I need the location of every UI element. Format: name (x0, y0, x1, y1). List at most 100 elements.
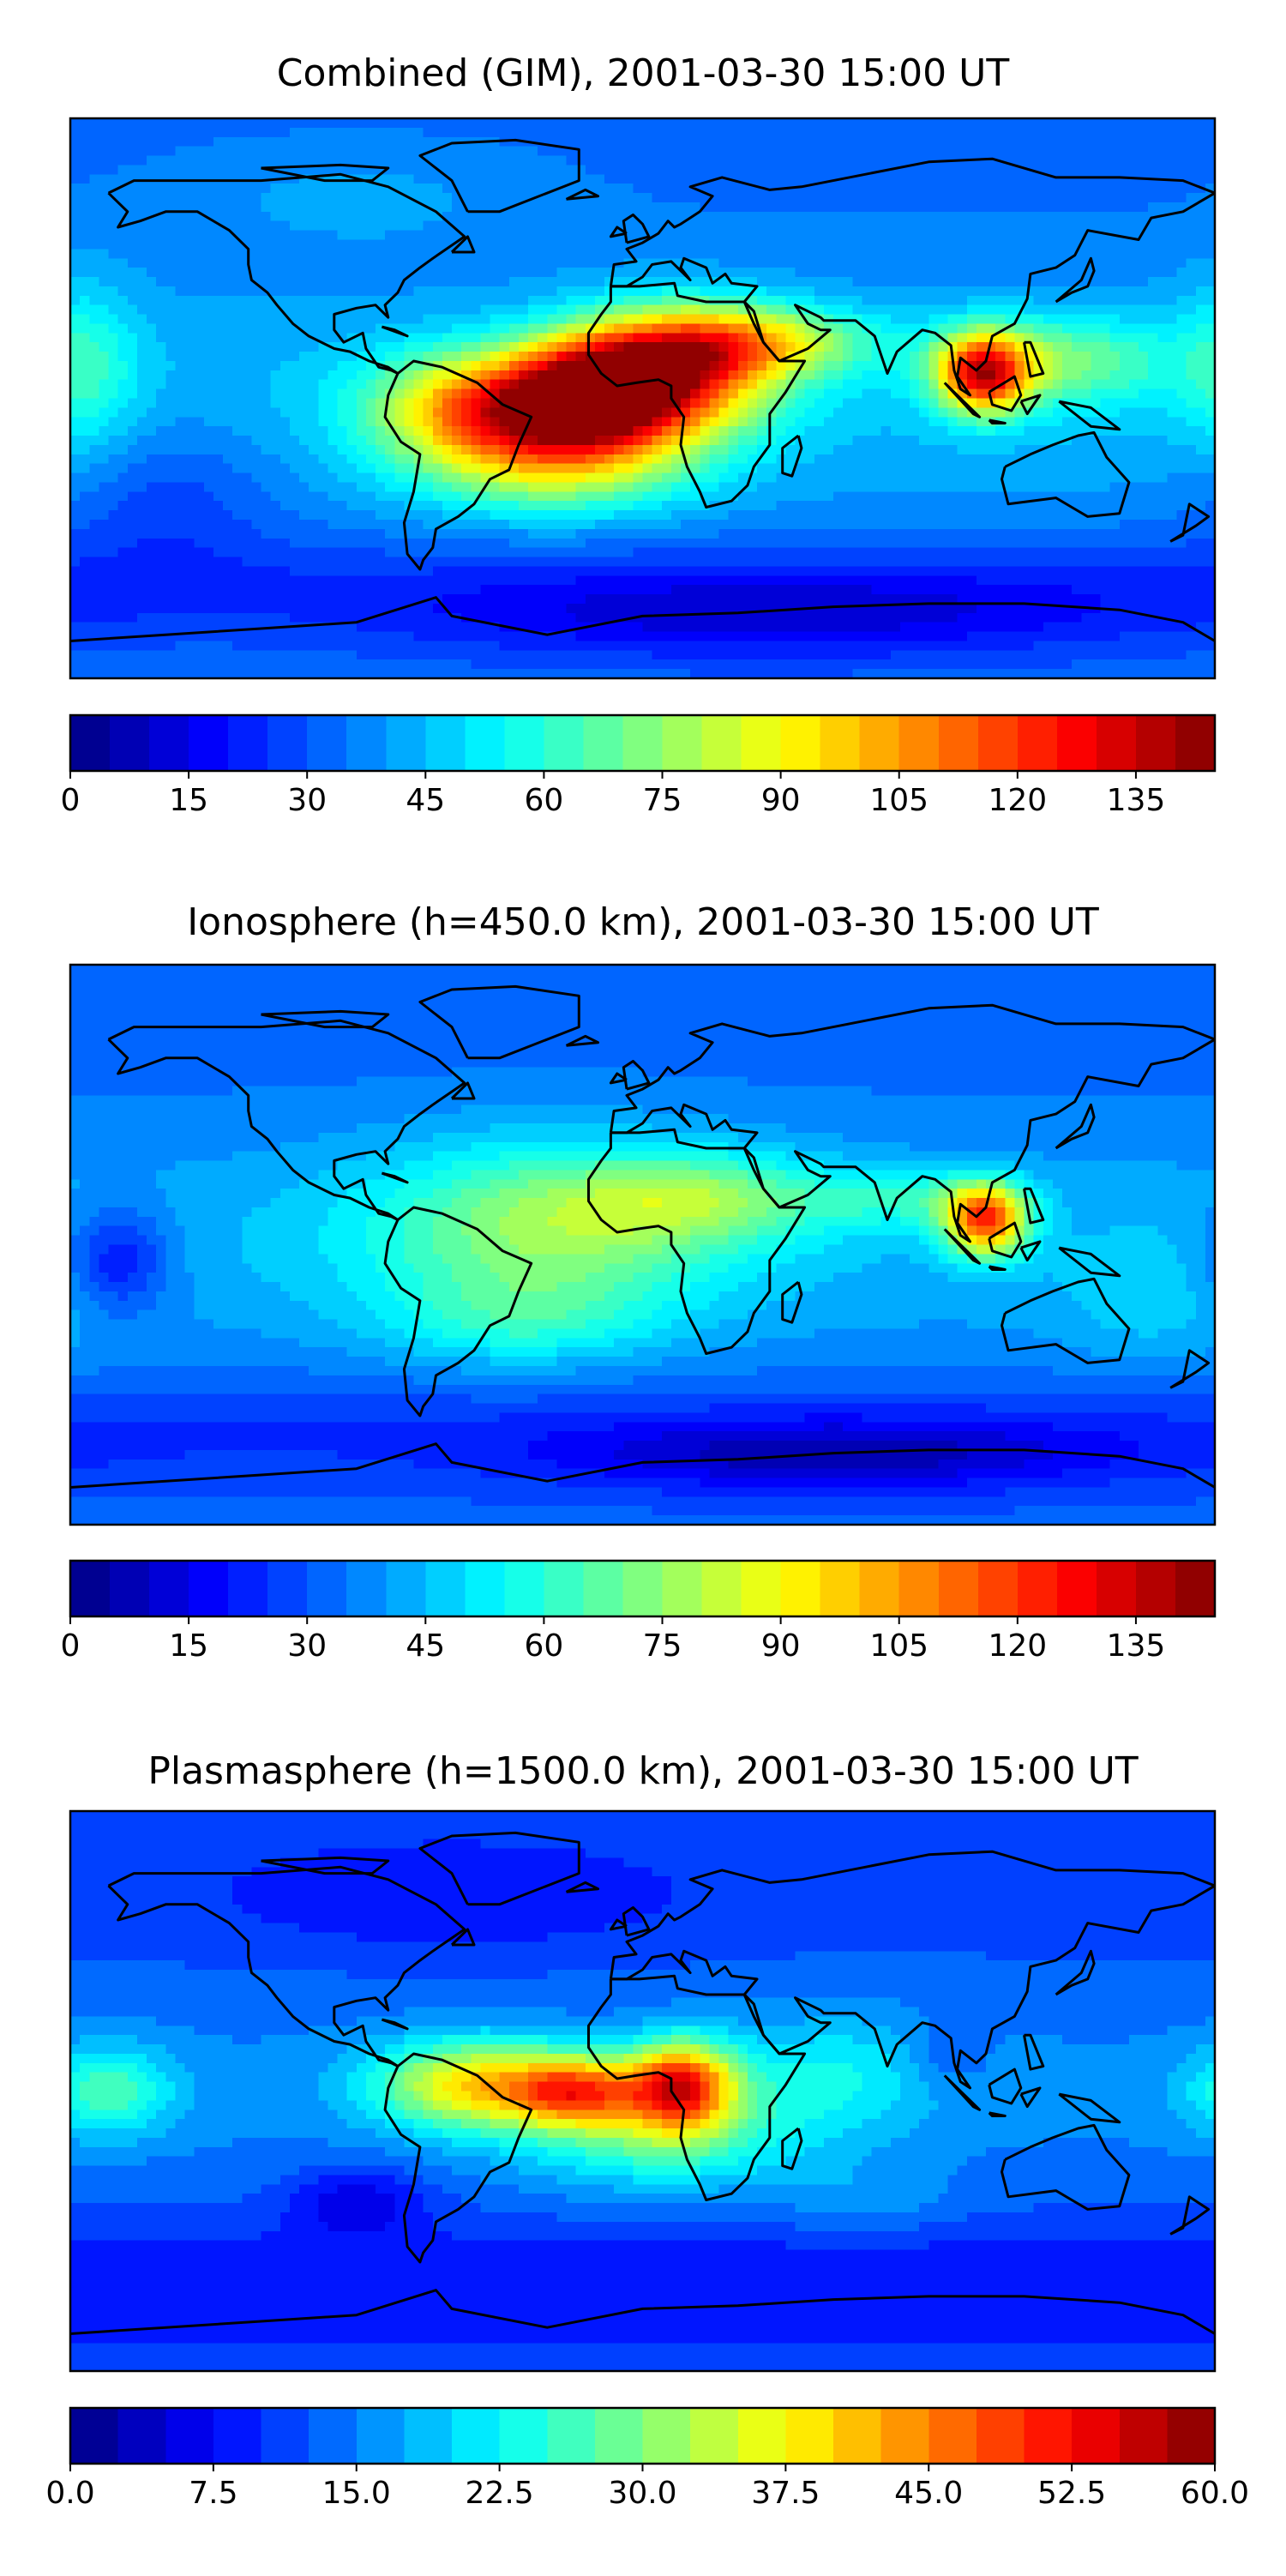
field-cell (642, 323, 653, 334)
field-cell (652, 398, 663, 408)
field-cell (1024, 211, 1035, 222)
field-cell (356, 379, 367, 390)
field-cell (899, 314, 910, 325)
field-cell (1167, 436, 1178, 446)
field-cell (785, 333, 796, 343)
field-cell (223, 211, 233, 222)
field-cell (947, 277, 958, 287)
field-cell (1148, 454, 1158, 465)
field-cell (585, 482, 596, 492)
field-cell (318, 407, 328, 418)
field-cell (518, 184, 529, 194)
field-cell (108, 314, 119, 325)
field-cell (127, 463, 138, 474)
field-cell (1167, 304, 1178, 316)
field-cell (1052, 230, 1063, 241)
field-cell (681, 127, 691, 138)
field-cell (309, 211, 319, 222)
field-cell (413, 482, 424, 492)
field-cell (919, 342, 929, 352)
field-cell (413, 127, 424, 138)
field-cell (518, 295, 529, 306)
field-cell (633, 136, 644, 147)
field-cell (1005, 193, 1015, 203)
field-cell (1062, 193, 1073, 203)
field-cell (376, 258, 386, 268)
field-cell (804, 472, 815, 484)
field-cell (356, 388, 367, 400)
field-cell (1043, 136, 1054, 147)
field-cell (279, 314, 291, 325)
field-cell (928, 202, 939, 213)
field-cell (594, 239, 605, 250)
field-cell (833, 360, 844, 371)
field-cell (986, 472, 996, 484)
field-cell (633, 436, 644, 446)
field-cell (547, 454, 557, 465)
field-cell (127, 220, 138, 232)
field-cell (995, 463, 1006, 474)
field-cell (1128, 127, 1139, 138)
field-cell (843, 454, 853, 465)
field-cell (766, 155, 777, 166)
field-cell (575, 202, 586, 213)
field-cell (718, 146, 730, 157)
field-cell (670, 174, 682, 184)
field-cell (1072, 388, 1082, 400)
field-cell (518, 370, 529, 381)
field-cell (80, 482, 90, 492)
field-cell (1072, 333, 1082, 343)
field-cell (1205, 407, 1215, 418)
panel-title: Combined (GIM), 2001-03-30 15:00 UT (277, 51, 1010, 95)
field-cell (623, 352, 634, 362)
field-cell (270, 491, 281, 502)
field-cell (1072, 323, 1082, 334)
field-cell (1195, 491, 1206, 502)
field-cell (652, 491, 663, 502)
field-cell (823, 136, 834, 147)
field-cell (452, 333, 462, 343)
field-cell (1100, 360, 1111, 371)
field-cell (880, 174, 892, 184)
field-cell (471, 388, 481, 400)
field-cell (1109, 165, 1121, 175)
field-cell (709, 165, 720, 175)
field-cell (690, 472, 700, 484)
field-cell (747, 136, 758, 147)
field-cell (89, 482, 99, 492)
field-cell (518, 146, 529, 157)
field-cell (223, 127, 233, 138)
field-cell (480, 249, 491, 259)
field-cell (1109, 314, 1121, 325)
field-cell (99, 491, 110, 502)
field-cell (1128, 323, 1139, 334)
field-cell (585, 220, 596, 232)
field-cell (328, 426, 339, 436)
field-cell (652, 249, 663, 259)
field-cell (1043, 193, 1054, 203)
field-cell (1119, 352, 1130, 362)
field-cell (947, 258, 958, 268)
field-cell (309, 118, 319, 129)
field-cell (585, 501, 596, 511)
field-cell (270, 426, 281, 436)
field-cell (1186, 379, 1197, 390)
field-cell (471, 258, 481, 268)
field-cell (203, 491, 214, 502)
field-cell (776, 230, 786, 241)
field-cell (108, 146, 119, 157)
field-cell (880, 239, 892, 250)
field-cell (136, 379, 147, 390)
field-cell (528, 407, 538, 418)
field-cell (1148, 277, 1158, 287)
field-cell (232, 370, 243, 381)
field-cell (757, 436, 767, 446)
field-cell (508, 211, 520, 222)
field-cell (1024, 127, 1035, 138)
field-cell (947, 304, 958, 316)
field-cell (1043, 482, 1054, 492)
field-cell (1186, 426, 1197, 436)
field-cell (681, 155, 691, 166)
field-cell (117, 155, 129, 166)
field-cell (1072, 304, 1082, 316)
